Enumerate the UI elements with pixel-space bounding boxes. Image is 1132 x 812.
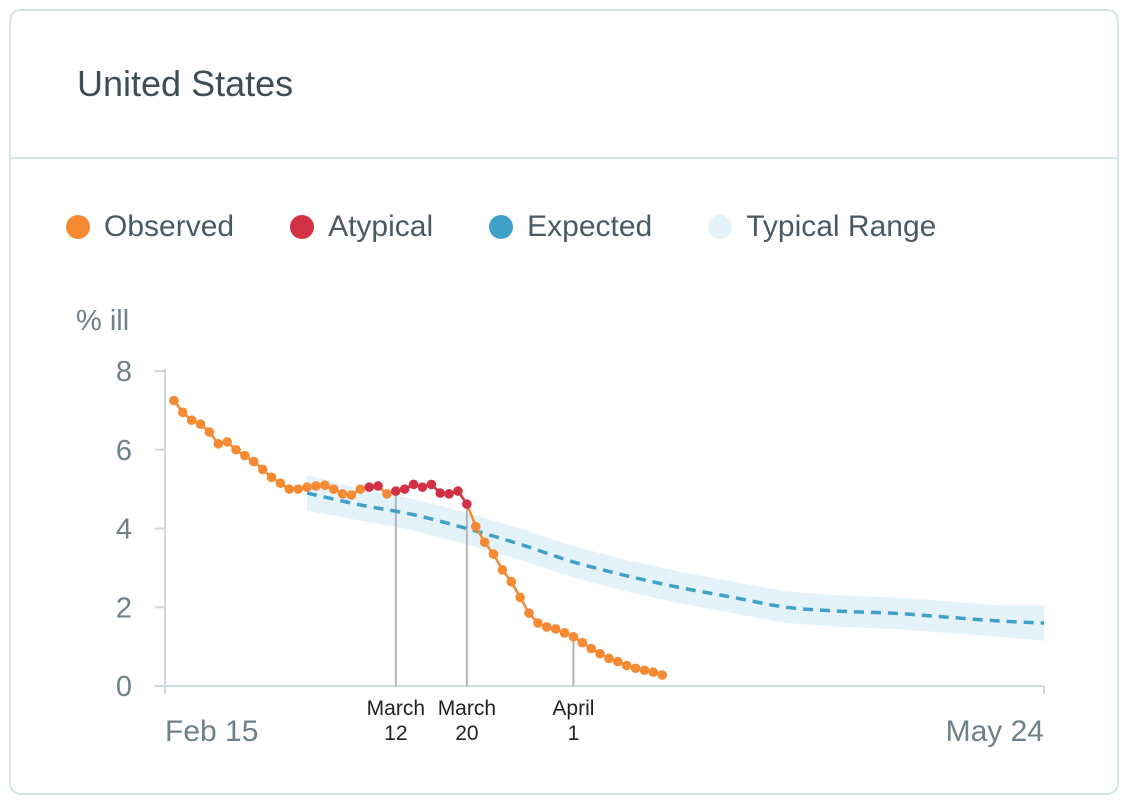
observed-point bbox=[275, 478, 286, 489]
y-axis-label: % ill bbox=[76, 305, 129, 337]
observed-point bbox=[497, 565, 508, 575]
observed-point bbox=[284, 484, 295, 494]
annotation-label: April 1 bbox=[552, 697, 594, 745]
x-end-label: May 24 bbox=[946, 715, 1044, 748]
legend-label-atypical: Atypical bbox=[328, 210, 434, 243]
observed-point bbox=[488, 549, 499, 559]
observed-point bbox=[177, 407, 188, 418]
observed-point bbox=[550, 624, 561, 634]
expected-dot-icon bbox=[489, 215, 514, 239]
atypical-point bbox=[426, 479, 437, 490]
observed-point bbox=[337, 489, 348, 499]
observed-point bbox=[231, 444, 241, 455]
observed-point bbox=[222, 437, 232, 447]
observed-point bbox=[515, 592, 525, 603]
observed-point bbox=[328, 484, 339, 494]
atypical-point bbox=[364, 482, 375, 492]
observed-line bbox=[172, 399, 663, 677]
atypical-point bbox=[373, 481, 383, 491]
legend-label-expected: Expected bbox=[527, 210, 653, 243]
observed-point bbox=[657, 670, 668, 680]
observed-point bbox=[586, 643, 596, 654]
observed-dot-icon bbox=[66, 215, 90, 239]
atypical-point bbox=[444, 489, 454, 499]
atypical-point bbox=[435, 488, 446, 498]
legend-item-observed[interactable]: Observed bbox=[66, 210, 234, 244]
observed-point bbox=[479, 537, 490, 548]
typical-range-dot-icon bbox=[708, 215, 733, 239]
atypical-point bbox=[391, 486, 401, 496]
card-header: United States bbox=[11, 11, 1117, 159]
atypical-point bbox=[408, 479, 419, 490]
observed-point bbox=[613, 656, 623, 667]
observed-point bbox=[541, 622, 552, 632]
expected-series bbox=[306, 491, 1045, 625]
observed-point bbox=[293, 484, 303, 494]
atypical-point bbox=[417, 482, 428, 492]
observed-point bbox=[240, 450, 250, 461]
x-start-label: Feb 15 bbox=[165, 715, 258, 748]
observed-point bbox=[506, 576, 517, 587]
observed-point bbox=[195, 419, 206, 429]
typical-range-area bbox=[307, 475, 1045, 641]
observed-point bbox=[320, 480, 330, 490]
observed-point bbox=[186, 415, 197, 426]
observed-point bbox=[568, 631, 579, 642]
observed-point bbox=[648, 667, 659, 678]
observed-point bbox=[204, 427, 215, 437]
observed-point bbox=[302, 482, 312, 492]
observed-point bbox=[257, 464, 268, 475]
observed-point bbox=[577, 637, 588, 648]
legend-item-atypical[interactable]: Atypical bbox=[290, 210, 433, 244]
y-tick-label: 2 bbox=[116, 592, 132, 624]
observed-point bbox=[311, 481, 321, 491]
observed-point bbox=[630, 663, 641, 674]
annotations: March 12 March 20 April 1 bbox=[367, 491, 594, 745]
observed-point bbox=[621, 660, 632, 671]
expected-line bbox=[306, 491, 1045, 625]
axes: 0 2 4 6 8 bbox=[116, 356, 1045, 703]
observed-point bbox=[595, 648, 605, 659]
observed-point bbox=[213, 439, 224, 449]
observed-point bbox=[169, 395, 179, 406]
y-tick-label: 0 bbox=[116, 671, 132, 703]
card-title: United States bbox=[77, 63, 294, 104]
observed-point bbox=[248, 456, 259, 467]
typical-range-band bbox=[307, 475, 1045, 641]
y-tick-label: 8 bbox=[116, 356, 132, 388]
observed-point bbox=[266, 472, 277, 483]
chart-card: United States bbox=[9, 9, 1119, 795]
observed-point bbox=[559, 628, 570, 638]
observed-point bbox=[382, 489, 392, 499]
legend-item-expected[interactable]: Expected bbox=[489, 210, 652, 244]
y-tick-label: 4 bbox=[116, 514, 132, 546]
annotation-label: March 12 bbox=[367, 697, 425, 745]
atypical-point bbox=[462, 499, 472, 509]
annotation-label: March 20 bbox=[438, 697, 496, 745]
observed-point bbox=[533, 618, 543, 628]
observed-point bbox=[524, 608, 534, 618]
legend-label-observed: Observed bbox=[104, 210, 235, 243]
atypical-point bbox=[399, 484, 410, 494]
observed-point bbox=[346, 490, 357, 500]
observed-point bbox=[639, 665, 650, 676]
observed-series bbox=[169, 395, 668, 680]
legend-item-typical-range[interactable]: Typical Range bbox=[708, 210, 936, 244]
observed-point bbox=[355, 484, 366, 494]
observed-point bbox=[470, 521, 481, 532]
legend-label-typical-range: Typical Range bbox=[746, 210, 937, 243]
observed-point bbox=[604, 653, 614, 664]
y-tick-label: 6 bbox=[116, 435, 132, 467]
legend: Observed Atypical Expected Typical Range bbox=[66, 210, 992, 244]
atypical-point bbox=[453, 486, 463, 496]
atypical-dot-icon bbox=[290, 215, 315, 239]
